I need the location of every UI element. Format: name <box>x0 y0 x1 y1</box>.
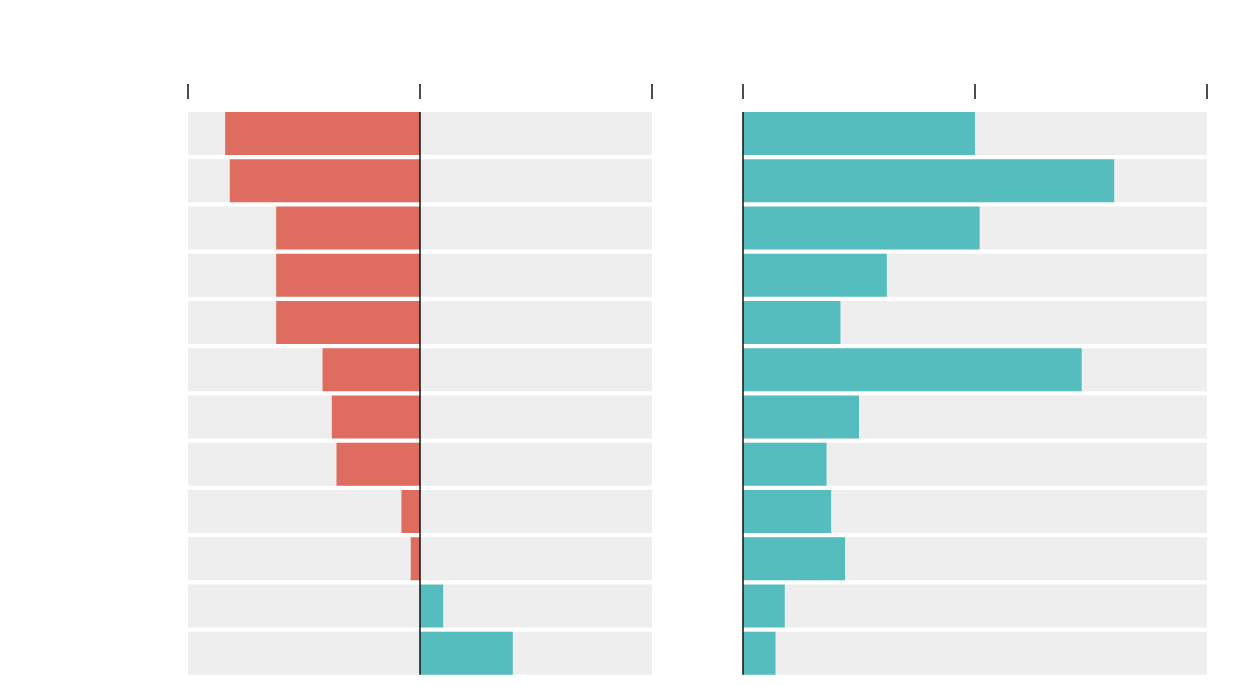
panel-1-bar <box>276 253 420 297</box>
panel-2-bar <box>743 490 832 533</box>
panel-2-bar <box>743 112 975 155</box>
panel-2-bar <box>743 584 785 628</box>
panel-2-bar <box>743 301 841 344</box>
panel-2-bar <box>743 631 776 675</box>
panel-1-bar <box>420 631 513 675</box>
panel-2-bar <box>743 206 980 250</box>
panel-2-bar <box>743 253 887 297</box>
panel-1-bar <box>401 490 420 533</box>
panel-1-bar <box>276 301 420 344</box>
panel-1-bar <box>410 537 420 581</box>
panel-2-bar <box>743 395 859 439</box>
panel-2-track <box>743 584 1207 628</box>
panel-2-bar <box>743 442 827 486</box>
panel-1-bar <box>420 584 444 628</box>
panel-1-bar <box>336 442 420 486</box>
panel-1-bar <box>225 112 420 155</box>
panel-1-bar <box>276 206 420 250</box>
panel-2-bar <box>743 159 1115 203</box>
panel-2-bar <box>743 537 846 581</box>
panel-1-bar <box>229 159 420 203</box>
panel-1-bar <box>322 348 420 392</box>
panel-2-bar <box>743 348 1082 392</box>
panel-2-track <box>743 631 1207 675</box>
panel-1-bar <box>331 395 420 439</box>
